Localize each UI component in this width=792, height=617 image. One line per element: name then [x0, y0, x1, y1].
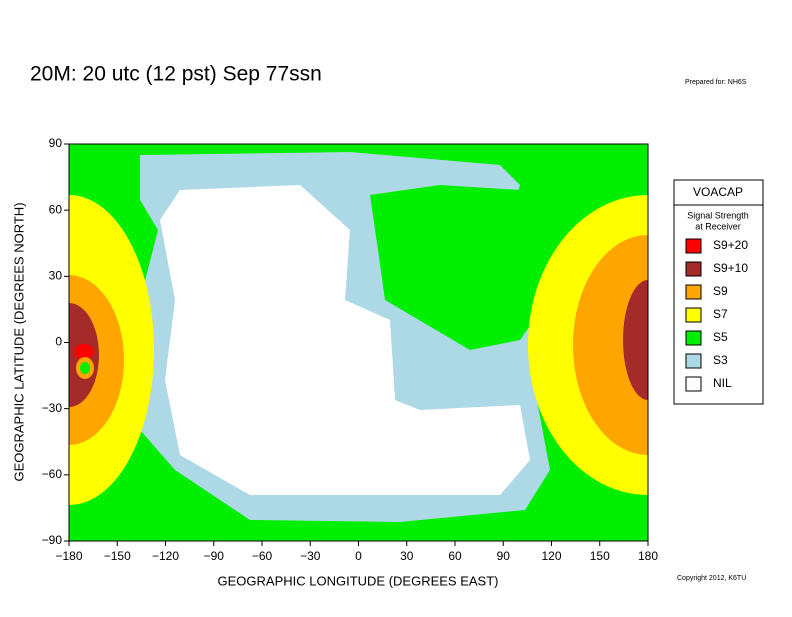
- coverage-map: [69, 144, 648, 541]
- s5-asia: [370, 185, 548, 350]
- legend-title: VOACAP: [693, 185, 743, 199]
- y-tick-label: 90: [49, 136, 63, 150]
- x-tick-label: 120: [541, 549, 561, 563]
- y-tick-label: −90: [42, 533, 63, 547]
- prepared-note: Prepared for: NH6S: [685, 79, 747, 86]
- legend-subtitle: at Receiver: [695, 221, 741, 231]
- x-tick-label: 0: [355, 549, 362, 563]
- legend-swatch: [685, 261, 702, 277]
- legend-swatch: [685, 284, 702, 300]
- legend-label: S5: [713, 330, 728, 344]
- legend-swatch: [685, 376, 702, 392]
- x-tick-label: −150: [104, 549, 131, 563]
- legend-subtitle: Signal Strength: [687, 210, 749, 220]
- y-tick-label: 0: [55, 335, 62, 349]
- copyright: Copyright 2012, K6TU: [677, 575, 746, 582]
- x-tick-label: −90: [204, 549, 225, 563]
- x-tick-label: −60: [252, 549, 273, 563]
- x-tick-label: −30: [300, 549, 321, 563]
- legend-label: S9+20: [713, 238, 748, 252]
- s910-east: [623, 280, 648, 400]
- legend-swatch: [685, 238, 702, 254]
- y-tick-label: 30: [49, 269, 63, 283]
- y-tick-label: −30: [42, 401, 63, 415]
- s920-west: [74, 344, 94, 360]
- legend-label: S7: [713, 307, 728, 321]
- y-tick-label: −60: [42, 467, 63, 481]
- y-axis-label: GEOGRAPHIC LATITUDE (DEGREES NORTH): [11, 202, 26, 481]
- legend-swatch: [685, 330, 702, 346]
- legend-label: S9: [713, 284, 728, 298]
- legend-swatch: [685, 307, 702, 323]
- x-tick-label: 180: [638, 549, 658, 563]
- x-tick-label: 90: [497, 549, 511, 563]
- legend-label: S3: [713, 353, 728, 367]
- title: 20M: 20 utc (12 pst) Sep 77ssn: [30, 63, 322, 86]
- legend-swatch: [685, 353, 702, 369]
- y-tick-label: 60: [49, 202, 63, 216]
- s9-east: [573, 235, 648, 455]
- nil-area: [160, 185, 530, 495]
- x-tick-label: 60: [448, 549, 462, 563]
- x-tick-label: 30: [400, 549, 414, 563]
- x-axis-label: GEOGRAPHIC LONGITUDE (DEGREES EAST): [218, 573, 499, 588]
- x-tick-label: −120: [152, 549, 179, 563]
- x-tick-label: −180: [55, 549, 82, 563]
- s5-spot: [80, 362, 90, 374]
- legend-label: NIL: [713, 376, 732, 390]
- legend-label: S9+10: [713, 261, 748, 275]
- x-tick-label: 150: [590, 549, 610, 563]
